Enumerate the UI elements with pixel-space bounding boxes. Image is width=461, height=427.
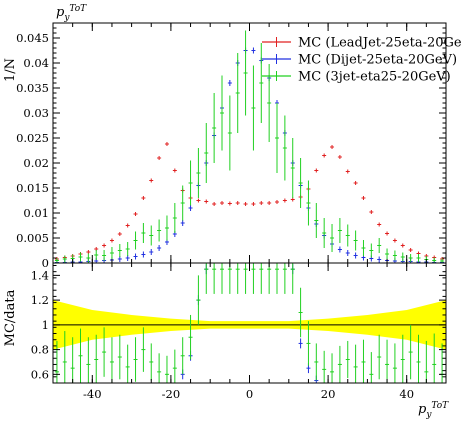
top-ytick-label: 0.02: [23, 156, 49, 170]
ratio-ytick-label: 1.4: [31, 268, 49, 282]
top-ytick-label: 0.01: [23, 206, 49, 220]
top-ytick-label: 0.005: [16, 231, 49, 245]
top-ylabel: 1/N: [3, 58, 18, 82]
top-ytick-label: 0.015: [16, 181, 49, 195]
ratio-panel-marks: [53, 263, 446, 383]
top-ytick-label: 0.035: [16, 81, 49, 95]
xlabel: pyToT: [418, 401, 449, 420]
ratio-xtick-label: 40: [399, 387, 414, 401]
top-ytick-label: 0.04: [23, 56, 49, 70]
legend: MC (LeadJet-25eta-20GeV) MC (Dijet-25eta-…: [262, 36, 461, 85]
top-series-0: [54, 142, 445, 261]
top-corner-label: pyToT: [56, 4, 87, 23]
axes: 0 0.005 0.01 0.015 0.02 0.025 0.03 0.035 0.04 0.0…: [16, 23, 447, 401]
legend-label: MC (Dijet-25eta-20GeV): [298, 53, 457, 68]
top-ytick-label: 0.045: [16, 31, 49, 45]
top-ytick-label: 0.03: [23, 106, 49, 120]
ratio-xtick-label: -20: [162, 387, 181, 401]
ratio-ytick-label: 1: [42, 318, 49, 332]
ratio-xtick-label: 0: [246, 387, 253, 401]
ratio-ytick-label: 0.8: [31, 343, 49, 357]
legend-label: MC (3jet-eta25-20GeV): [298, 70, 451, 85]
ratio-xtick-label: -40: [83, 387, 102, 401]
top-panel-marks: [54, 30, 445, 263]
legend-label: MC (LeadJet-25eta-20GeV): [298, 36, 461, 51]
ratio-ytick-label: 0.6: [31, 367, 49, 381]
ratio-xtick-label: 20: [321, 387, 336, 401]
top-ytick-label: 0.025: [16, 131, 49, 145]
top-series-2: [54, 30, 445, 263]
top-ytick-label: 0: [42, 256, 49, 270]
ratio-ylabel: MC/data: [3, 289, 18, 346]
ratio-ytick-label: 1.2: [31, 293, 49, 307]
